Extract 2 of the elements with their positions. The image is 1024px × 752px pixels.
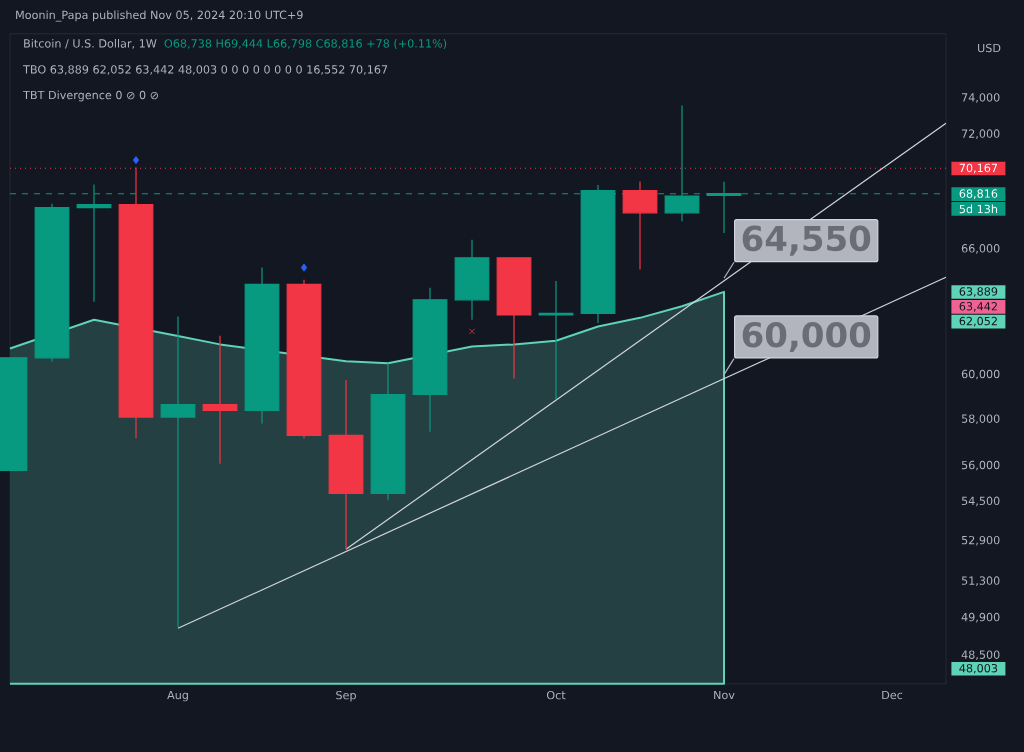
annotation: 60,000 xyxy=(742,321,871,352)
annotation: 64,550 xyxy=(742,225,871,256)
